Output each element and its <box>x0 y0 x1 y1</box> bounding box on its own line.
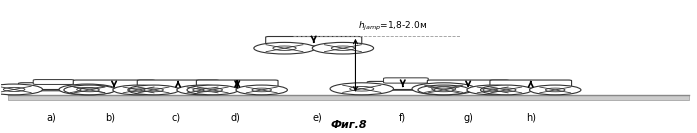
Circle shape <box>177 85 229 95</box>
Circle shape <box>3 87 25 92</box>
Circle shape <box>80 88 100 92</box>
FancyBboxPatch shape <box>73 80 155 88</box>
Text: g): g) <box>464 113 473 123</box>
Circle shape <box>480 85 532 95</box>
FancyBboxPatch shape <box>137 80 219 88</box>
Circle shape <box>331 46 355 50</box>
FancyBboxPatch shape <box>427 80 509 88</box>
Circle shape <box>0 84 43 95</box>
Circle shape <box>330 83 394 95</box>
Circle shape <box>193 88 213 92</box>
Circle shape <box>254 42 315 54</box>
Circle shape <box>113 85 164 95</box>
Bar <box>8 95 689 100</box>
Text: $h_{jamp}$=1,8-2.0м: $h_{jamp}$=1,8-2.0м <box>358 19 427 33</box>
Text: a): a) <box>46 113 56 123</box>
Circle shape <box>64 85 115 95</box>
Text: d): d) <box>231 113 240 123</box>
FancyBboxPatch shape <box>367 81 438 90</box>
Circle shape <box>496 88 516 92</box>
Circle shape <box>59 84 116 95</box>
Circle shape <box>252 88 271 92</box>
Circle shape <box>144 88 163 92</box>
FancyBboxPatch shape <box>383 78 428 83</box>
Circle shape <box>546 88 565 92</box>
Text: f): f) <box>399 113 406 123</box>
Text: h): h) <box>526 113 536 123</box>
Text: Фиг.8: Фиг.8 <box>330 120 367 130</box>
FancyBboxPatch shape <box>197 80 278 88</box>
Circle shape <box>431 86 456 91</box>
Circle shape <box>187 85 238 95</box>
Circle shape <box>434 88 454 92</box>
FancyBboxPatch shape <box>266 36 362 46</box>
FancyBboxPatch shape <box>490 80 572 88</box>
Circle shape <box>467 85 519 95</box>
Circle shape <box>128 85 179 95</box>
Circle shape <box>412 83 475 95</box>
Circle shape <box>350 86 374 91</box>
Text: c): c) <box>171 113 181 123</box>
Circle shape <box>77 87 98 92</box>
FancyBboxPatch shape <box>33 80 74 84</box>
FancyBboxPatch shape <box>18 83 83 91</box>
Circle shape <box>273 46 296 50</box>
Circle shape <box>236 85 287 95</box>
Circle shape <box>312 42 374 54</box>
Text: e): e) <box>312 113 322 123</box>
Circle shape <box>418 85 469 95</box>
Circle shape <box>203 88 222 92</box>
Text: b): b) <box>106 113 116 123</box>
Circle shape <box>129 88 148 92</box>
Circle shape <box>530 85 581 95</box>
Circle shape <box>483 88 503 92</box>
